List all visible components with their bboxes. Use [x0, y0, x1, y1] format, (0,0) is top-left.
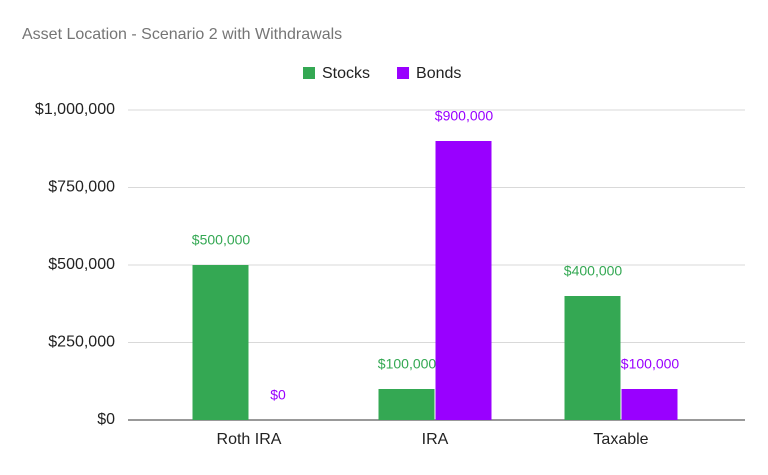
- legend-swatch: [303, 67, 315, 79]
- y-tick-label: $250,000: [48, 334, 115, 351]
- bar: [621, 389, 678, 420]
- value-label: $100,000: [378, 356, 437, 372]
- bar: [564, 296, 621, 420]
- y-tick-label: $1,000,000: [35, 101, 115, 118]
- value-label: $100,000: [621, 356, 680, 372]
- y-tick-label: $750,000: [48, 179, 115, 196]
- legend-swatch: [397, 67, 410, 79]
- chart-title: Asset Location - Scenario 2 with Withdra…: [22, 26, 342, 43]
- value-label: $900,000: [435, 108, 494, 124]
- legend-label: Bonds: [416, 65, 461, 82]
- x-tick-label: IRA: [422, 431, 449, 448]
- value-label: $400,000: [564, 263, 623, 279]
- value-label: $0: [270, 387, 286, 403]
- y-tick-label: $500,000: [48, 256, 115, 273]
- x-tick-label: Taxable: [593, 431, 648, 448]
- y-tick-label: $0: [97, 411, 115, 428]
- value-label: $500,000: [192, 232, 251, 248]
- x-tick-label: Roth IRA: [217, 431, 282, 448]
- legend-label: Stocks: [322, 65, 370, 82]
- bar: [378, 389, 435, 420]
- bar: [435, 141, 492, 420]
- bar: [192, 265, 249, 420]
